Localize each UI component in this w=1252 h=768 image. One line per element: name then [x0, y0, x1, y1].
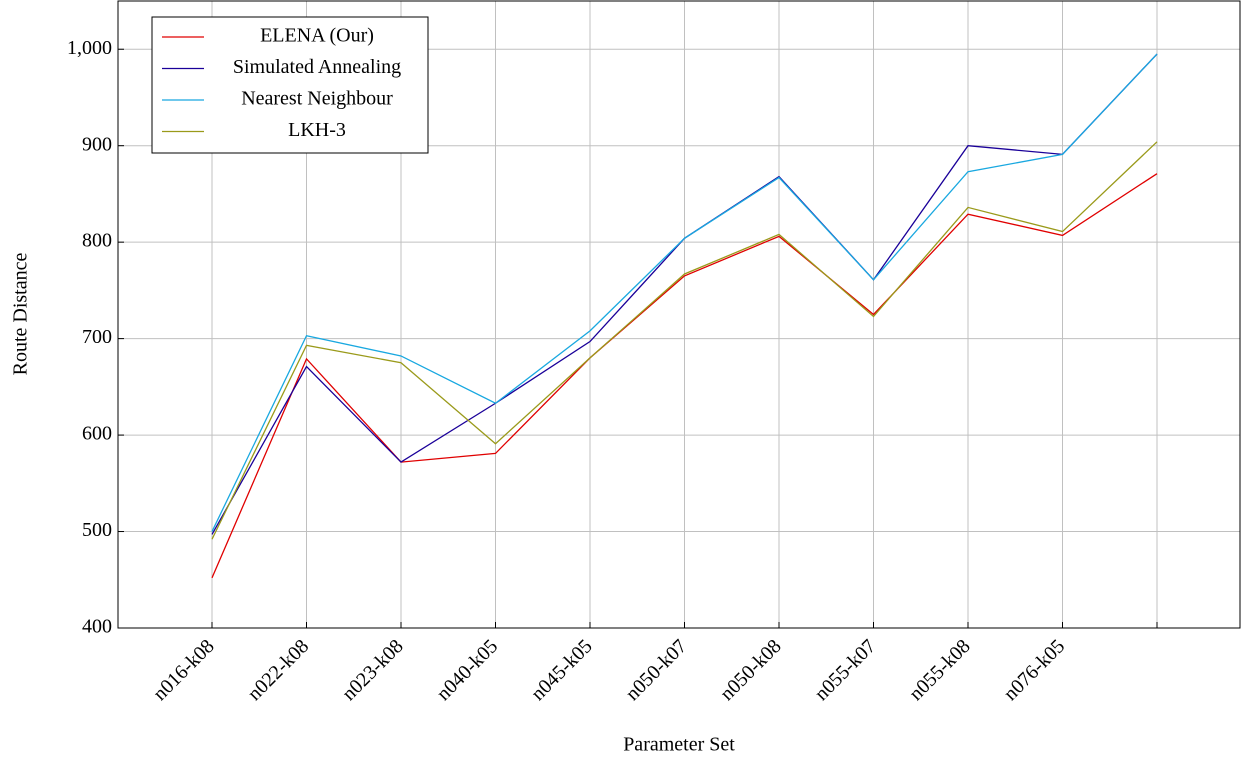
line-series — [211, 53, 1158, 532]
y-tick-label: 600 — [82, 423, 112, 445]
legend-label: ELENA (Our) — [260, 25, 374, 47]
y-axis-label: Route Distance — [10, 253, 32, 376]
x-tick-label: n023-k08 — [338, 635, 408, 705]
y-tick-label: 700 — [82, 326, 112, 348]
x-tick-label: n045-k05 — [527, 635, 597, 705]
plot-frame — [117, 0, 1241, 629]
x-tick-label: n050-k07 — [622, 635, 692, 705]
x-tick-label: n055-k08 — [905, 635, 975, 705]
legend-label: LKH-3 — [288, 119, 346, 141]
x-tick-label: n050-k08 — [716, 635, 786, 705]
x-tick-label: n016-k08 — [149, 635, 219, 705]
x-tick-label: n055-k07 — [811, 635, 881, 705]
y-tick-label: 900 — [82, 133, 112, 155]
y-tick-label: 400 — [82, 616, 112, 638]
legend-label: Simulated Annealing — [233, 56, 401, 78]
legend-box — [151, 16, 429, 154]
line-series — [211, 141, 1158, 540]
x-tick-label: n076-k05 — [1000, 635, 1070, 705]
y-tick-label: 1,000 — [67, 37, 112, 59]
x-axis-label: Parameter Set — [623, 734, 735, 756]
x-tick-label: n022-k08 — [244, 635, 314, 705]
x-tick-label: n040-k05 — [433, 635, 503, 705]
legend-label: Nearest Neighbour — [241, 88, 393, 110]
line-series — [211, 173, 1158, 579]
y-tick-label: 800 — [82, 230, 112, 252]
y-tick-label: 500 — [82, 519, 112, 541]
